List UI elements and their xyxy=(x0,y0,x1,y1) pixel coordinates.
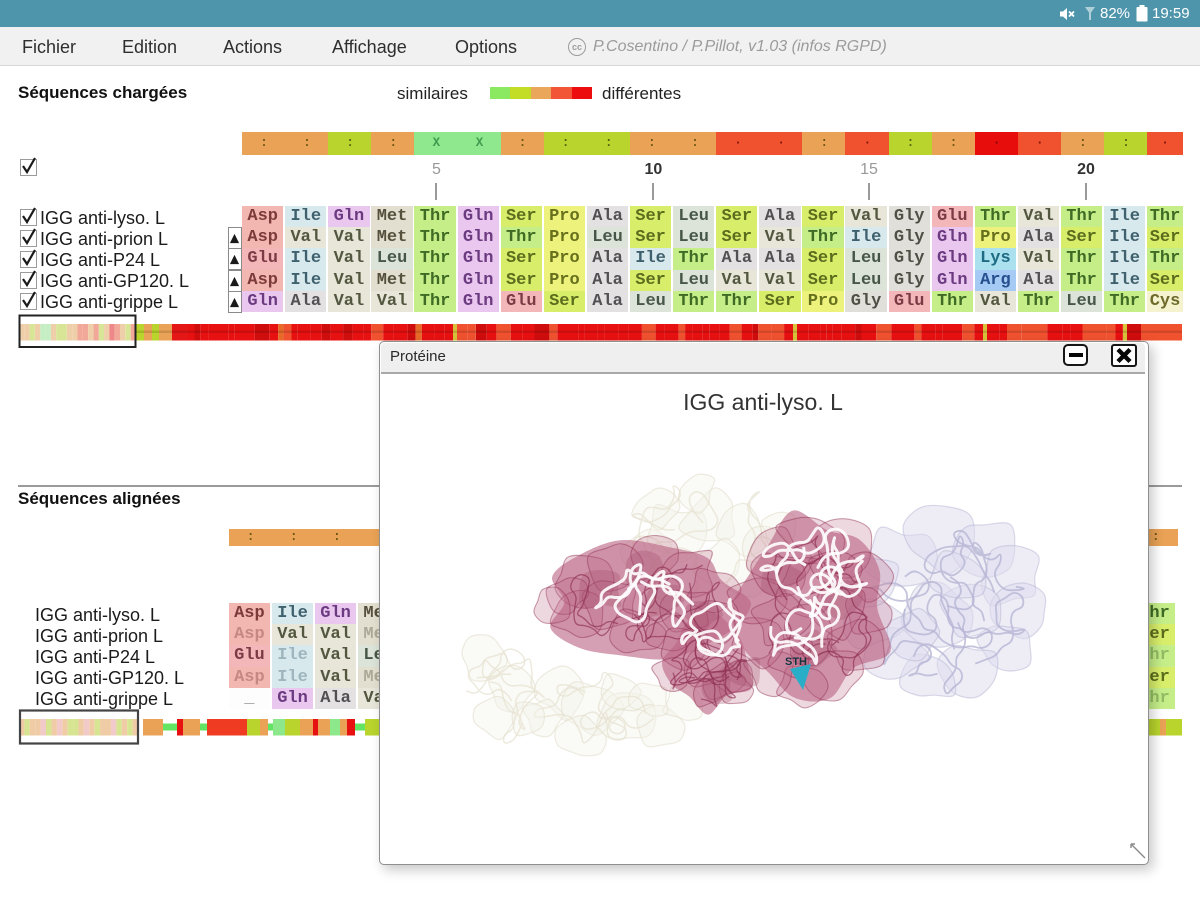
svg-text:STH: STH xyxy=(785,656,807,668)
